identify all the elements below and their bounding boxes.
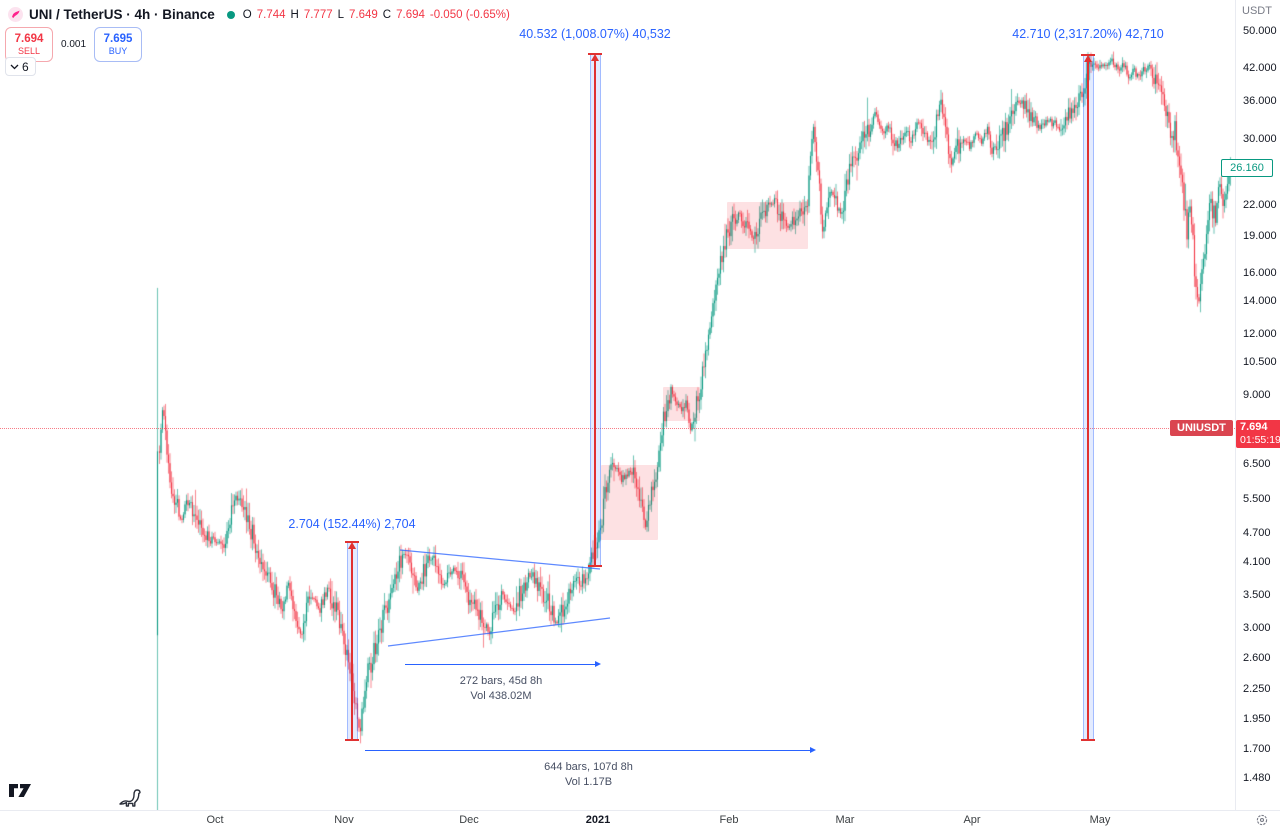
price-tick: 12.000 — [1243, 327, 1277, 340]
time-tick: 2021 — [585, 814, 611, 826]
stats-bars-label: 644 bars, 107d 8h — [544, 761, 633, 773]
stats-volume-label: Vol 1.17B — [564, 776, 613, 788]
last-visible-price-label: 26.160 — [1221, 159, 1273, 178]
highlight-box[interactable] — [601, 465, 658, 541]
chart-legend[interactable]: UNI / TetherUS · 4h · Binance O 7.744 H 7.… — [8, 7, 510, 22]
market-status-icon[interactable] — [226, 10, 235, 19]
price-tick: 30.000 — [1243, 133, 1277, 146]
current-price-label: 7.694 01:55:19 — [1236, 420, 1280, 449]
range-top-tick — [345, 541, 359, 544]
buy-button[interactable]: 7.695 BUY — [94, 27, 143, 62]
uni-logo-icon — [8, 7, 23, 22]
change-value: -0.050 (-0.65%) — [429, 8, 510, 21]
price-tick: 10.500 — [1243, 356, 1277, 369]
price-range-center-line — [594, 59, 596, 566]
price-tick: 4.100 — [1243, 555, 1271, 568]
symbol-price-label: UNIUSDT — [1170, 420, 1233, 437]
time-tick: Mar — [835, 814, 855, 826]
price-tick: 50.000 — [1243, 25, 1277, 37]
object-count: 6 — [22, 59, 29, 74]
price-range-label: 42.710 (2,317.20%) 42,710 — [1012, 27, 1164, 41]
symbol-title[interactable]: UNI / TetherUS · 4h · Binance — [29, 7, 215, 22]
price-tick: 3.500 — [1243, 589, 1271, 602]
trade-panel: 7.694 SELL 0.001 7.695 BUY — [5, 27, 143, 62]
price-tick: 22.000 — [1243, 199, 1277, 212]
price-range-label: 40.532 (1,008.07%) 40,532 — [519, 27, 671, 41]
dino-icon — [119, 789, 141, 807]
stats-bars-label: 272 bars, 45d 8h — [459, 675, 543, 687]
arrow-right-icon — [595, 660, 601, 667]
price-tick: 2.600 — [1243, 652, 1271, 665]
time-tick: May — [1089, 814, 1111, 826]
chevron-down-icon — [10, 64, 19, 69]
price-tick: 3.000 — [1243, 622, 1271, 635]
ohlc-values: O 7.744 H 7.777 L 7.649 C 7.694 -0.050 (-0.6… — [242, 8, 510, 21]
spread-value: 0.001 — [61, 39, 87, 50]
time-tick: Feb — [719, 814, 739, 826]
highlight-box[interactable] — [727, 202, 808, 249]
price-tick: 6.500 — [1243, 457, 1271, 470]
time-tick: Nov — [334, 814, 354, 826]
price-tick: 1.700 — [1243, 742, 1271, 755]
range-bottom-tick — [588, 564, 602, 567]
arrow-up-icon — [347, 542, 356, 550]
price-tick: 36.000 — [1243, 94, 1277, 107]
range-top-tick — [1081, 53, 1095, 56]
time-axis[interactable]: Oct Nov Dec 2021 Feb Mar Apr May — [0, 810, 1280, 827]
price-tick: 4.700 — [1243, 526, 1271, 539]
price-scale-currency[interactable]: USDT — [1242, 5, 1272, 17]
range-top-tick — [588, 53, 602, 56]
price-tick: 14.000 — [1243, 295, 1277, 308]
chart-plot-area[interactable]: 40.532 (1,008.07%) 40,532 42.710 (2,317.2… — [0, 0, 1235, 810]
price-range-center-line — [351, 547, 353, 740]
arrow-up-icon — [590, 54, 599, 62]
price-tick: 1.480 — [1243, 772, 1271, 784]
candlestick-canvas[interactable] — [0, 0, 1235, 810]
stats-volume-label: Vol 438.02M — [470, 690, 532, 702]
time-tick: Oct — [206, 814, 224, 826]
time-tick: Apr — [963, 814, 981, 826]
stats-arrow-line — [365, 750, 812, 751]
highlight-box[interactable] — [663, 386, 700, 422]
price-tick: 16.000 — [1243, 266, 1277, 279]
range-bottom-tick — [345, 738, 359, 741]
price-tick: 2.250 — [1243, 683, 1271, 696]
current-price-line — [0, 428, 1235, 430]
price-tick: 19.000 — [1243, 230, 1277, 243]
axis-settings-icon[interactable] — [1256, 814, 1268, 826]
price-range-center-line — [1087, 59, 1089, 740]
price-tick: 42.000 — [1243, 62, 1277, 74]
price-tick: 9.000 — [1243, 388, 1271, 401]
arrow-right-icon — [810, 746, 816, 753]
arrow-up-icon — [1083, 54, 1092, 62]
price-tick: 1.950 — [1243, 713, 1271, 726]
price-scale[interactable]: USDT 50.000 42.000 36.000 30.000 22.000 19.00… — [1235, 0, 1280, 810]
object-tree-toggle[interactable]: 6 — [5, 57, 36, 76]
stats-arrow-line — [405, 664, 597, 665]
price-range-label: 2.704 (152.44%) 2,704 — [288, 517, 416, 531]
price-tick: 5.500 — [1243, 493, 1271, 506]
range-bottom-tick — [1081, 738, 1095, 741]
tradingview-logo[interactable] — [8, 782, 34, 798]
bar-countdown: 01:55:19 — [1240, 434, 1280, 447]
time-tick: Dec — [459, 814, 479, 826]
